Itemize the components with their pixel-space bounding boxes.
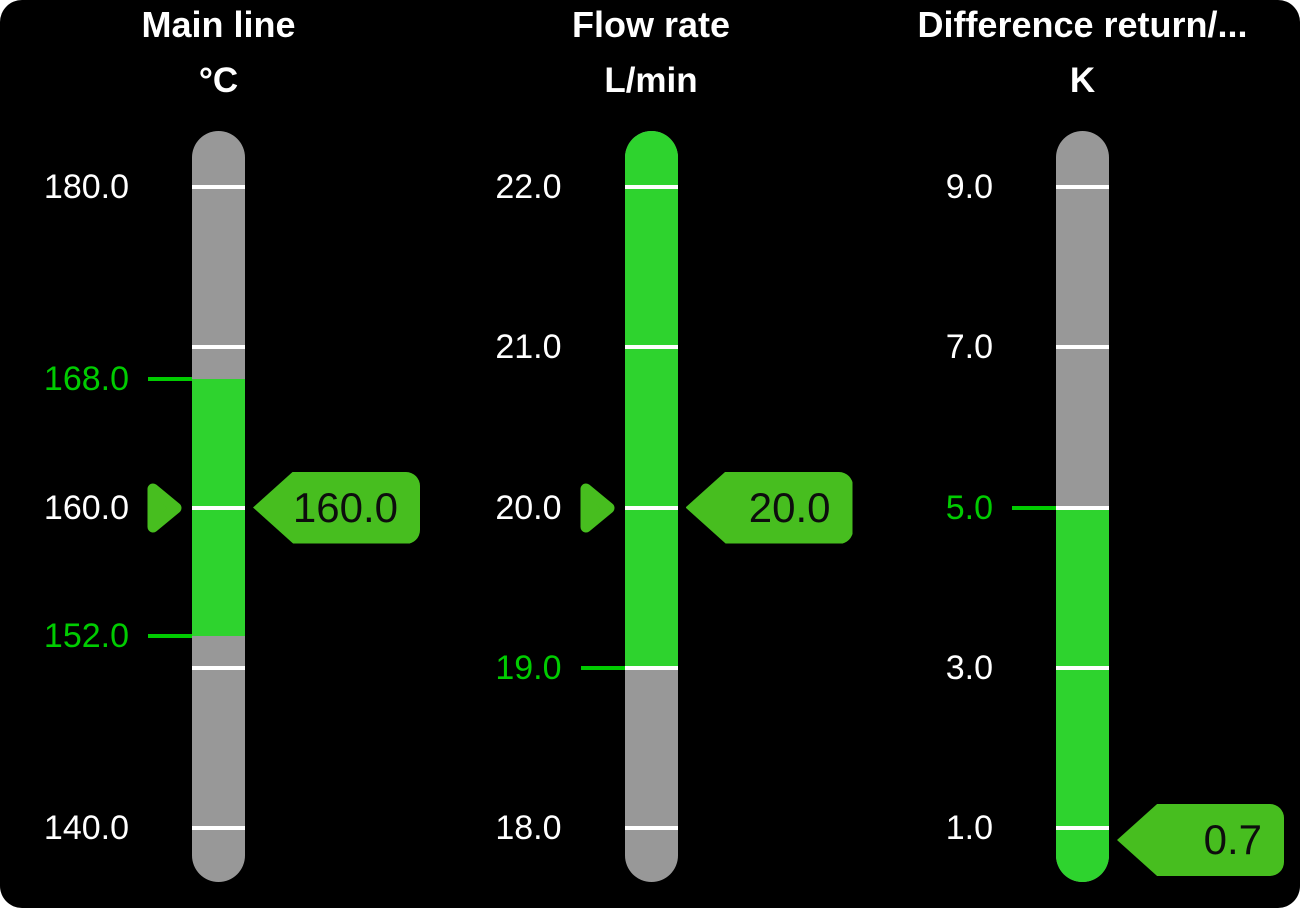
tick-line <box>624 505 678 510</box>
setpoint-arrow-icon[interactable] <box>145 479 183 537</box>
limit-connector-line <box>148 377 192 382</box>
limit-connector-line <box>148 633 192 638</box>
scale-label: 140.0 <box>43 809 129 847</box>
tick-line <box>1056 185 1109 189</box>
tick-line <box>1056 826 1109 830</box>
tick-line <box>1056 665 1109 670</box>
value-tag[interactable]: 20.0 <box>685 471 853 544</box>
green-zone <box>624 131 678 668</box>
scale-label: 18.0 <box>495 809 562 847</box>
scale-label: 180.0 <box>43 168 129 206</box>
scale-label: 20.0 <box>495 488 562 527</box>
scale-label: 160.0 <box>43 488 129 527</box>
value-tag-label: 160.0 <box>292 483 398 531</box>
scale-label: 9.0 <box>945 168 993 206</box>
tick-line <box>624 345 678 350</box>
gauge-unit: °C <box>198 61 239 100</box>
value-tag[interactable]: 160.0 <box>253 471 420 544</box>
gauge-title: Flow rate <box>571 4 731 45</box>
tick-line <box>1056 505 1109 510</box>
tick-line <box>1056 345 1109 350</box>
tick-line <box>192 185 245 189</box>
tick-line <box>624 665 678 670</box>
limit-label: 168.0 <box>43 360 129 399</box>
value-tag-label: 20.0 <box>748 483 831 531</box>
tick-line <box>192 826 245 830</box>
gauge-title: Main line <box>141 4 296 45</box>
scale-label: 3.0 <box>945 648 993 687</box>
gauge-unit: K <box>1069 61 1096 100</box>
tick-line <box>624 185 678 189</box>
scale-label: 21.0 <box>495 328 562 367</box>
gauge-bar <box>1056 131 1109 882</box>
gauge-unit: L/min <box>604 61 698 100</box>
limit-label: 5.0 <box>945 488 993 527</box>
tick-line <box>624 826 678 830</box>
scale-label: 7.0 <box>945 328 993 367</box>
scale-label: 1.0 <box>945 809 993 847</box>
value-tag-label: 0.7 <box>1203 816 1262 863</box>
tick-line <box>192 345 245 350</box>
limit-label: 19.0 <box>495 648 562 687</box>
tick-line <box>192 505 245 510</box>
tick-line <box>192 665 245 670</box>
gauge-title: Difference return/... <box>917 4 1248 45</box>
limit-connector-line <box>580 665 625 670</box>
limit-label: 152.0 <box>43 616 129 655</box>
limit-connector-line <box>1012 505 1056 510</box>
scale-label: 22.0 <box>495 168 562 206</box>
gauge-bar <box>192 131 245 882</box>
gauge-bar <box>624 131 678 882</box>
green-zone <box>1056 507 1109 882</box>
setpoint-arrow-icon[interactable] <box>578 479 616 537</box>
value-tag[interactable]: 0.7 <box>1117 804 1284 876</box>
